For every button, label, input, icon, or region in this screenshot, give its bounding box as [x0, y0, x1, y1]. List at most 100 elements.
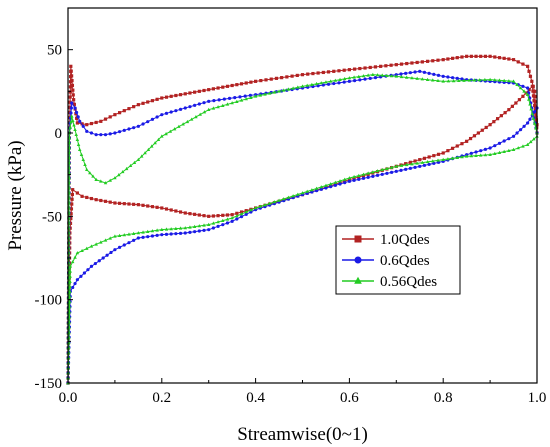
data-point [319, 187, 323, 191]
data-point [450, 56, 455, 60]
data-point [99, 179, 103, 183]
data-point [483, 54, 488, 58]
data-point [357, 173, 361, 177]
data-point [510, 104, 514, 108]
data-point [216, 105, 220, 109]
data-point [286, 87, 291, 91]
data-point [211, 226, 215, 230]
data-point [235, 211, 239, 215]
data-point [127, 127, 131, 131]
data-point [68, 284, 72, 288]
data-point [68, 269, 73, 273]
data-point [274, 76, 279, 80]
data-point [415, 76, 419, 80]
data-point [528, 74, 533, 78]
data-point [202, 214, 206, 218]
data-point [85, 246, 89, 250]
data-point [189, 117, 194, 121]
data-point [300, 84, 305, 88]
series-0 [66, 54, 539, 385]
data-point [467, 78, 472, 82]
data-point [169, 232, 173, 236]
data-point [164, 232, 169, 236]
series-line [67, 135, 538, 384]
x-tick-label: 0.2 [152, 390, 171, 406]
data-point [169, 208, 173, 212]
data-point [441, 151, 445, 155]
data-point [150, 234, 155, 238]
data-point [427, 71, 431, 75]
data-point [160, 206, 164, 210]
data-point [80, 194, 84, 198]
y-tick-label: 0 [55, 126, 63, 142]
data-point [314, 189, 319, 193]
data-point [499, 114, 503, 118]
data-point [338, 182, 342, 186]
y-tick-label: -50 [42, 209, 62, 225]
data-point [353, 78, 357, 83]
data-point [488, 152, 492, 156]
data-point [425, 77, 430, 81]
data-point [68, 274, 72, 278]
data-point [178, 226, 183, 230]
data-point [258, 93, 263, 97]
data-point [81, 157, 86, 161]
data-point [139, 154, 144, 158]
data-point [259, 78, 263, 83]
data-point [181, 122, 185, 126]
data-point [69, 119, 73, 124]
data-point [150, 117, 155, 121]
data-point [436, 73, 441, 77]
data-point [172, 127, 177, 131]
data-point [460, 155, 464, 159]
data-point [527, 88, 531, 92]
data-point [476, 131, 480, 135]
x-tick-label: 0.6 [340, 390, 359, 406]
data-point [314, 186, 319, 190]
data-point [222, 97, 226, 101]
data-point [404, 167, 408, 171]
data-point [145, 229, 150, 233]
data-point [493, 151, 497, 155]
data-point [233, 96, 237, 100]
data-point [272, 90, 277, 94]
data-point [525, 92, 530, 96]
data-point [71, 285, 75, 290]
data-point [347, 76, 352, 80]
data-point [527, 97, 531, 101]
data-point [418, 158, 422, 162]
data-point [484, 125, 488, 130]
data-point [89, 131, 94, 135]
data-point [502, 149, 506, 153]
data-point [73, 106, 77, 110]
data-point [342, 68, 346, 72]
data-point [164, 131, 168, 136]
data-point [516, 60, 520, 64]
data-point [363, 66, 367, 70]
data-point [206, 107, 211, 111]
legend-marker [354, 256, 362, 264]
data-point [455, 155, 460, 159]
data-point [225, 84, 230, 88]
data-point [124, 166, 129, 171]
data-point [239, 215, 244, 219]
data-point [109, 250, 113, 255]
data-point [446, 157, 450, 161]
data-point [69, 114, 74, 118]
data-point [113, 248, 117, 252]
data-point [375, 173, 380, 177]
data-point [253, 94, 258, 98]
data-point [75, 137, 80, 141]
data-point [132, 105, 136, 109]
data-point [468, 136, 473, 141]
data-point [174, 93, 178, 98]
data-point [478, 153, 483, 157]
data-point [511, 58, 516, 62]
data-point [160, 113, 164, 117]
data-point [178, 231, 183, 235]
data-point [122, 233, 127, 237]
data-point [389, 63, 393, 67]
data-point [69, 212, 73, 216]
data-point [436, 78, 440, 83]
data-point [211, 106, 216, 110]
